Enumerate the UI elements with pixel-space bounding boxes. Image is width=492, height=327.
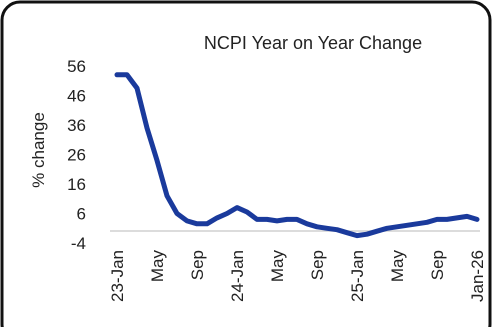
y-tick-label: -4 [71, 234, 86, 253]
x-tick-label: May [388, 250, 407, 283]
series-line [114, 72, 480, 239]
x-ticks: 23-Jan May Sep 24-Jan May Sep 25-Jan May Sep Jan-… [108, 250, 487, 302]
y-axis-label: % change [29, 112, 48, 188]
chart-title: NCPI Year on Year Change [204, 33, 422, 53]
y-tick-label: 36 [67, 116, 86, 135]
x-tick-label: Sep [428, 250, 447, 280]
y-tick-label: 16 [67, 175, 86, 194]
x-tick-label: 24-Jan [228, 250, 247, 302]
x-tick-label: Sep [188, 250, 207, 280]
x-tick-label: 25-Jan [348, 250, 367, 302]
y-tick-label: 46 [67, 87, 86, 106]
y-tick-label: 6 [77, 205, 86, 224]
y-tick-label: 26 [67, 146, 86, 165]
y-tick-label: 56 [67, 57, 86, 76]
x-tick-label: May [268, 250, 287, 283]
x-tick-label: 23-Jan [108, 250, 127, 302]
x-tick-label: Jan-26 [468, 250, 487, 302]
x-tick-label: May [148, 250, 167, 283]
x-tick-label: Sep [308, 250, 327, 280]
y-ticks: 56 46 36 26 16 6 -4 [67, 57, 86, 253]
